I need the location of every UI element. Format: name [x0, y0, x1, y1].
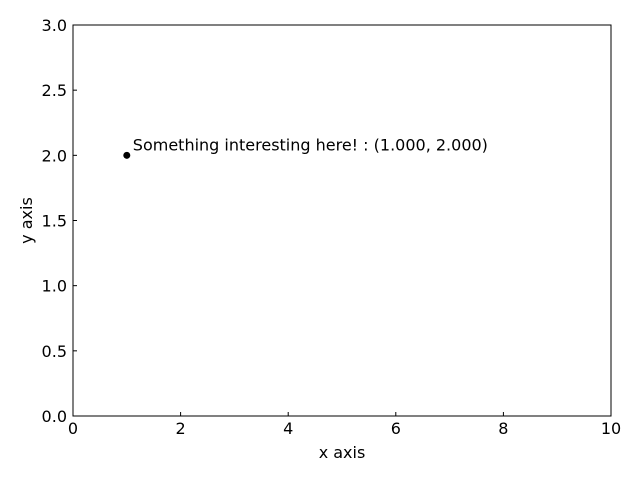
- y-tick-label: 1.5: [42, 212, 67, 231]
- y-tick-label: 2.5: [42, 81, 67, 100]
- data-point: [123, 151, 131, 159]
- y-axis-ticks: 0.0 0.5 1.0 1.5 2.0 2.5 3.0: [42, 16, 77, 426]
- plot-area: 0 2 4 6 8 10 0.0 0.5 1.0 1.5 2.0 2.5 3.0 Something …: [42, 16, 622, 438]
- y-tick-label: 2.0: [42, 146, 67, 165]
- y-tick-label: 0.0: [42, 407, 67, 426]
- annotations: Something interesting here! : (1.000, 2.…: [133, 135, 488, 154]
- x-tick-label: 4: [283, 419, 293, 438]
- annotation-label: Something interesting here! : (1.000, 2.…: [133, 135, 488, 154]
- x-tick-label: 8: [498, 419, 508, 438]
- y-tick-label: 1.0: [42, 277, 67, 296]
- x-axis-label: x axis: [319, 443, 366, 462]
- x-tick-label: 10: [601, 419, 621, 438]
- y-tick-label: 3.0: [42, 16, 67, 35]
- y-axis-label: y axis: [17, 197, 36, 244]
- x-tick-label: 6: [391, 419, 401, 438]
- x-tick-label: 0: [68, 419, 78, 438]
- y-tick-label: 0.5: [42, 342, 67, 361]
- x-axis-ticks: 0 2 4 6 8 10: [68, 412, 621, 438]
- data-points: [123, 151, 131, 159]
- x-tick-label: 2: [176, 419, 186, 438]
